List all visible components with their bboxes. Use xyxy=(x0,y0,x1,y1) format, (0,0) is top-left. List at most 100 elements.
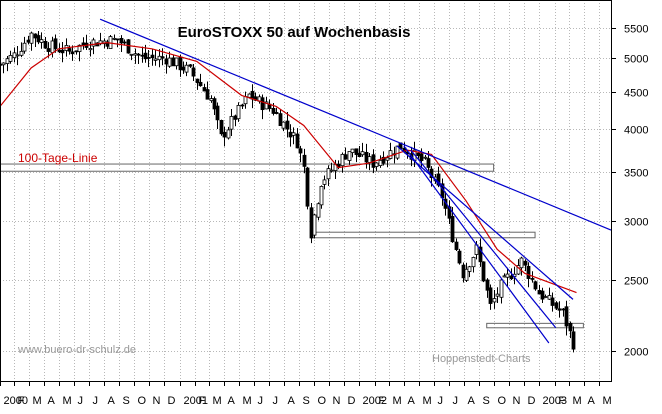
candle-body xyxy=(70,51,75,55)
candle-body xyxy=(209,98,214,102)
candle-body xyxy=(329,169,334,172)
candle-body xyxy=(133,53,138,56)
candle-body xyxy=(119,37,124,44)
candle-body xyxy=(447,206,452,219)
candle-body xyxy=(140,54,145,57)
candle-body xyxy=(271,107,276,114)
candle-body xyxy=(543,296,548,298)
support-zone xyxy=(0,163,495,172)
y-tick-label: 5500 xyxy=(624,24,648,36)
candle-body xyxy=(554,302,559,309)
candle-body xyxy=(557,308,562,311)
candle-body xyxy=(357,152,362,158)
candle-body xyxy=(153,58,158,61)
candle-body xyxy=(174,57,179,67)
candle-body xyxy=(157,55,162,61)
candle-body xyxy=(167,57,172,67)
y-tick-label: 2500 xyxy=(624,276,648,288)
x-tick-label: N xyxy=(153,395,161,407)
x-tick-label: M xyxy=(393,395,402,407)
candle-body xyxy=(22,42,27,52)
candle-body xyxy=(278,113,283,127)
x-tick-label: A xyxy=(288,395,296,407)
candle-body xyxy=(74,50,79,53)
x-tick-label: F xyxy=(379,395,386,407)
candle-body xyxy=(46,48,51,52)
candle-body xyxy=(385,157,390,161)
candle-body xyxy=(191,67,196,77)
candle-body xyxy=(571,331,576,350)
candle-body xyxy=(509,275,514,280)
y-tick-label: 4500 xyxy=(624,88,648,100)
candle-body xyxy=(57,49,62,53)
candle-body xyxy=(236,105,241,120)
y-tick-label: 4000 xyxy=(624,125,648,137)
x-tick-label: O xyxy=(318,395,327,407)
x-tick-label: J xyxy=(93,395,99,407)
candle-body xyxy=(326,168,331,180)
candle-body xyxy=(478,246,483,263)
y-tick-label: 5000 xyxy=(624,54,648,66)
x-tick-label: 2001 xyxy=(184,395,208,407)
x-tick-label: M xyxy=(33,395,42,407)
candle-body xyxy=(316,203,321,218)
x-tick-label: J xyxy=(273,395,279,407)
candle-body xyxy=(550,297,555,306)
candle-body xyxy=(115,38,120,41)
x-tick-label: 2000 xyxy=(4,395,28,407)
trend-line-medium-term xyxy=(396,145,574,300)
candle-body xyxy=(222,131,227,138)
trend-line-short-term-2 xyxy=(410,149,557,329)
x-tick-label: J xyxy=(258,395,264,407)
x-tick-label: A xyxy=(588,395,596,407)
candle-body xyxy=(519,257,524,269)
candle-body xyxy=(533,281,538,290)
candle-body xyxy=(298,148,303,154)
candlesticks xyxy=(0,31,576,353)
candle-body xyxy=(188,64,193,67)
candle-body xyxy=(8,55,13,62)
candle-body xyxy=(43,40,48,49)
candle-body xyxy=(360,151,365,156)
candle-body xyxy=(67,48,72,52)
candle-body xyxy=(378,159,383,167)
x-tick-label: A xyxy=(408,395,416,407)
candle-body xyxy=(364,151,369,163)
candle-body xyxy=(160,56,165,59)
candle-body xyxy=(19,50,24,56)
candle-body xyxy=(340,153,345,167)
y-tick-label: 2000 xyxy=(624,347,648,359)
trend-line-short-term-1 xyxy=(403,145,550,344)
candle-body xyxy=(184,64,189,73)
candle-body xyxy=(309,207,314,239)
candle-body xyxy=(461,264,466,279)
candle-body xyxy=(77,44,82,52)
watermark-source: Hoppenstedt-Charts xyxy=(432,353,531,365)
x-tick-label: F xyxy=(559,395,566,407)
candle-body xyxy=(367,156,372,163)
candle-body xyxy=(136,53,141,56)
candle-body xyxy=(215,105,220,121)
x-tick-label: S xyxy=(123,395,130,407)
candle-body xyxy=(247,93,252,98)
ma-label: 100-Tage-Linie xyxy=(18,151,98,165)
candle-body xyxy=(219,120,224,135)
x-tick-label: D xyxy=(168,395,176,407)
candle-body xyxy=(354,148,359,155)
candle-body xyxy=(274,112,279,114)
candle-body xyxy=(502,275,507,278)
x-tick-label: J xyxy=(78,395,84,407)
candle-body xyxy=(454,241,459,250)
candle-body xyxy=(568,322,573,332)
ma-line xyxy=(0,41,577,294)
y-axis: 2000 2500 3000 3500 4000 4500 5000 5500 xyxy=(611,24,648,359)
candle-body xyxy=(205,89,210,100)
moving-average xyxy=(0,41,577,294)
candle-body xyxy=(526,265,531,279)
candle-body xyxy=(39,39,44,43)
x-tick-label: O xyxy=(138,395,147,407)
candle-body xyxy=(12,52,17,59)
x-tick-label: M xyxy=(423,395,432,407)
candle-body xyxy=(288,131,293,138)
candle-body xyxy=(229,116,234,130)
